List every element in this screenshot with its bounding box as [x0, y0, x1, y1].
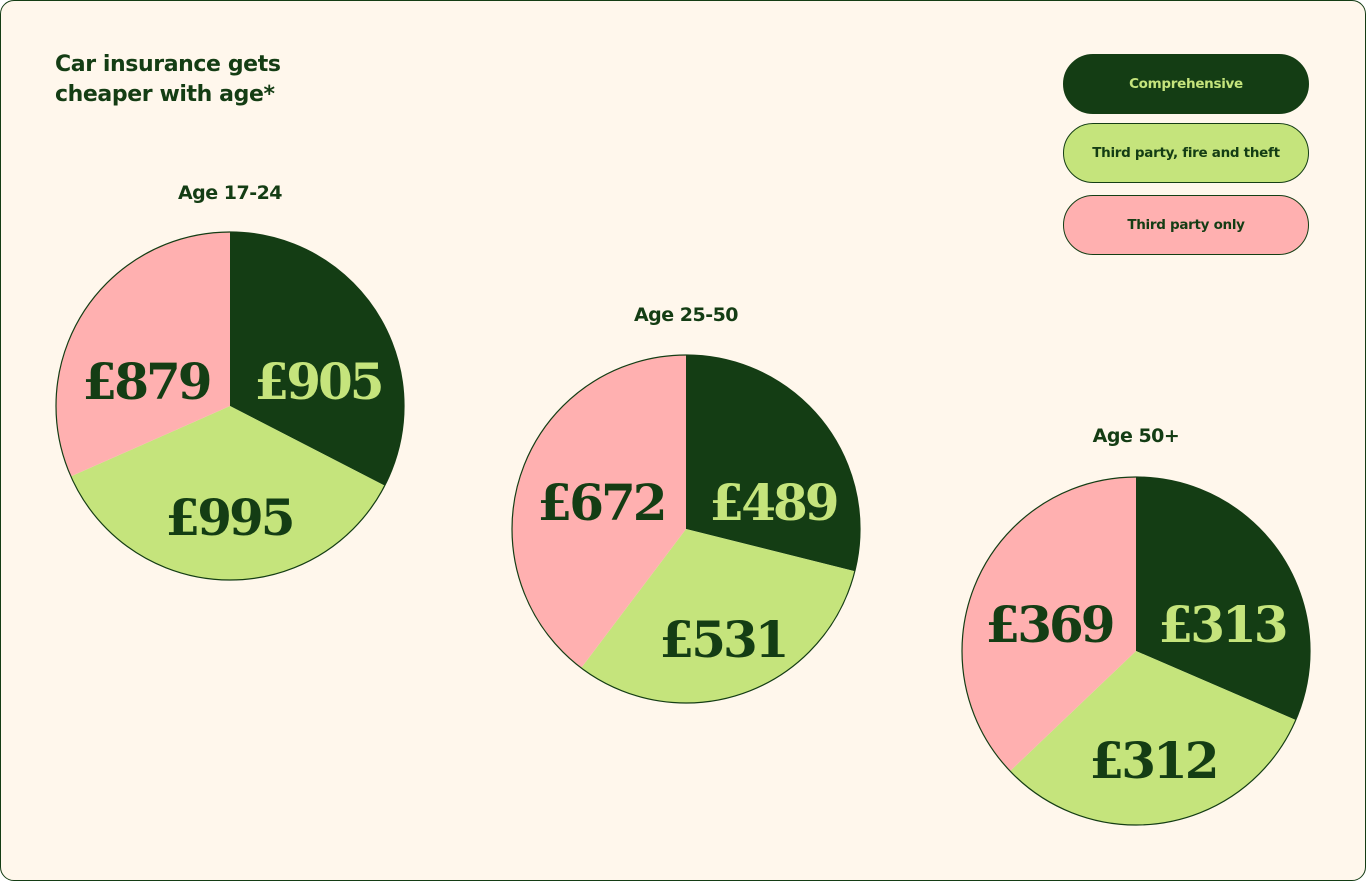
pie-outline [961, 476, 1311, 826]
value-label-age-50-third-party-only: £369 [985, 595, 1112, 654]
pie-slice-age-25-50-comprehensive [686, 354, 860, 572]
pie-title-age-50: Age 50+ [1093, 425, 1180, 447]
pie-outline [511, 354, 861, 704]
legend-item-comprehensive: Comprehensive [1063, 54, 1309, 114]
pie-slice-age-25-50-third-party-fire-and-theft [581, 529, 855, 703]
value-label-age-17-24-third-party-fire-and-theft: £995 [165, 488, 292, 547]
pie-outline [55, 231, 405, 581]
value-label-age-17-24-third-party-only: £879 [82, 352, 209, 411]
pie-slice-age-25-50-third-party-only [511, 355, 686, 668]
pie-title-age-25-50: Age 25-50 [634, 304, 738, 326]
value-label-age-25-50-third-party-only: £672 [537, 473, 664, 532]
pie-slice-age-50-comprehensive [1136, 477, 1310, 720]
pie-slice-age-17-24-third-party-fire-and-theft [70, 406, 385, 580]
value-label-age-25-50-comprehensive: £489 [709, 473, 836, 532]
pie-slice-age-50-third-party-fire-and-theft [1010, 651, 1296, 825]
legend-item-third-party-fire-theft: Third party, fire and theft [1063, 123, 1309, 183]
pie-title-age-17-24: Age 17-24 [178, 182, 282, 204]
value-label-age-50-third-party-fire-and-theft: £312 [1089, 731, 1216, 790]
pie-slice-age-17-24-comprehensive [230, 232, 404, 486]
chart-title: Car insurance gets cheaper with age* [55, 52, 281, 107]
pie-slice-age-17-24-third-party-only [55, 232, 231, 477]
legend-item-third-party-only: Third party only [1063, 195, 1309, 255]
value-label-age-17-24-comprehensive: £905 [254, 352, 381, 411]
value-label-age-50-comprehensive: £313 [1158, 595, 1285, 654]
value-label-age-25-50-third-party-fire-and-theft: £531 [659, 610, 786, 669]
pie-slice-age-50-third-party-only [962, 477, 1136, 772]
